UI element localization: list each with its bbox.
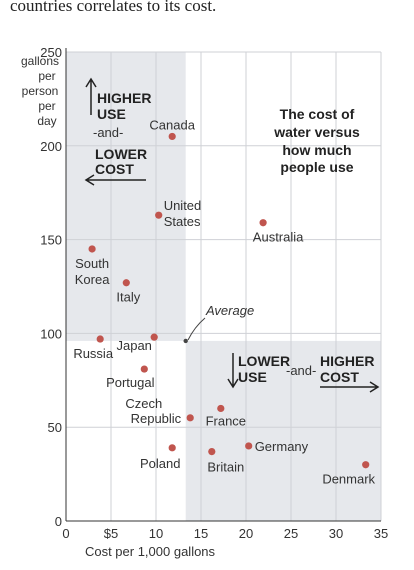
x-tick-label: 35 xyxy=(374,526,388,541)
chart-title-line: water versus xyxy=(273,124,360,140)
x-axis-label: Cost per 1,000 gallons xyxy=(85,544,216,559)
y-axis-label: per xyxy=(38,99,55,113)
data-point xyxy=(245,442,253,450)
data-point xyxy=(155,211,163,219)
point-label: South Korea xyxy=(75,256,110,287)
point-label: United States xyxy=(164,198,202,229)
x-tick-label: 20 xyxy=(239,526,253,541)
x-tick-label: $5 xyxy=(104,526,118,541)
data-point xyxy=(96,335,104,343)
chart-title-line: how much xyxy=(282,142,351,158)
data-point xyxy=(208,447,216,456)
arrow-left-icon xyxy=(84,174,146,186)
quadrant-cost-label: COST xyxy=(95,161,134,177)
data-point xyxy=(217,404,225,413)
chart-title-line: people use xyxy=(280,159,353,175)
data-point xyxy=(186,414,194,422)
quadrant-shade-bottom-right xyxy=(185,340,381,521)
point-label: Czech Republic xyxy=(125,396,181,426)
data-point xyxy=(140,365,148,373)
y-tick-label: 250 xyxy=(40,45,62,60)
quadrant-higher-label: HIGHER xyxy=(97,90,151,106)
average-point xyxy=(183,338,188,344)
y-axis-label: day xyxy=(37,114,56,128)
data-point xyxy=(150,333,158,341)
quadrant-use-label: USE xyxy=(97,106,126,122)
arrow-down-icon xyxy=(227,353,239,389)
point-label: Poland xyxy=(140,456,180,471)
point-label: Japan xyxy=(116,338,151,353)
quadrant-shade-top-left xyxy=(66,52,186,341)
point-label: Germany xyxy=(255,439,309,454)
data-point xyxy=(259,219,267,227)
intro-text: countries correlates to its cost. xyxy=(10,0,217,15)
x-tick-label: 25 xyxy=(284,526,298,541)
arrow-up-icon xyxy=(85,77,97,115)
data-point xyxy=(168,132,176,141)
data-point xyxy=(122,279,130,287)
average-leader-line xyxy=(187,317,206,341)
point-label: Britain xyxy=(207,460,244,475)
quadrant-cost-label: COST xyxy=(320,369,359,385)
x-tick-label: 30 xyxy=(329,526,343,541)
y-tick-label: 100 xyxy=(40,326,62,341)
quadrant-higher-label: HIGHER xyxy=(320,353,374,369)
y-tick-label: 150 xyxy=(40,233,62,248)
quadrant-use-label: USE xyxy=(238,369,267,385)
x-tick-label: 0 xyxy=(62,526,69,541)
point-label: Australia xyxy=(253,230,304,245)
quadrant-and-label: -and- xyxy=(286,363,316,378)
average-label: Average xyxy=(205,303,254,318)
x-tick-label: 10 xyxy=(149,526,163,541)
data-point xyxy=(168,444,176,452)
y-axis-label: person xyxy=(22,84,59,98)
quadrant-lower-label: LOWER xyxy=(238,353,290,369)
y-axis-label: gallons xyxy=(21,54,59,68)
point-label: France xyxy=(206,413,246,428)
point-label: Portugal xyxy=(106,375,155,390)
y-axis-label: per xyxy=(38,69,55,83)
data-point xyxy=(362,461,370,469)
arrow-right-icon xyxy=(320,381,380,393)
data-point xyxy=(88,245,96,253)
quadrant-and-label: -and- xyxy=(93,125,123,140)
point-label: Canada xyxy=(149,117,195,132)
chart-title-line: The cost of xyxy=(280,106,355,122)
point-label: Italy xyxy=(116,290,140,305)
quadrant-lower-label: LOWER xyxy=(95,146,147,162)
point-label: Denmark xyxy=(322,472,375,487)
y-tick-label: 50 xyxy=(48,420,62,435)
x-tick-label: 15 xyxy=(194,526,208,541)
y-tick-label: 0 xyxy=(55,514,62,529)
y-tick-label: 200 xyxy=(40,139,62,154)
point-label: Russia xyxy=(73,346,114,361)
